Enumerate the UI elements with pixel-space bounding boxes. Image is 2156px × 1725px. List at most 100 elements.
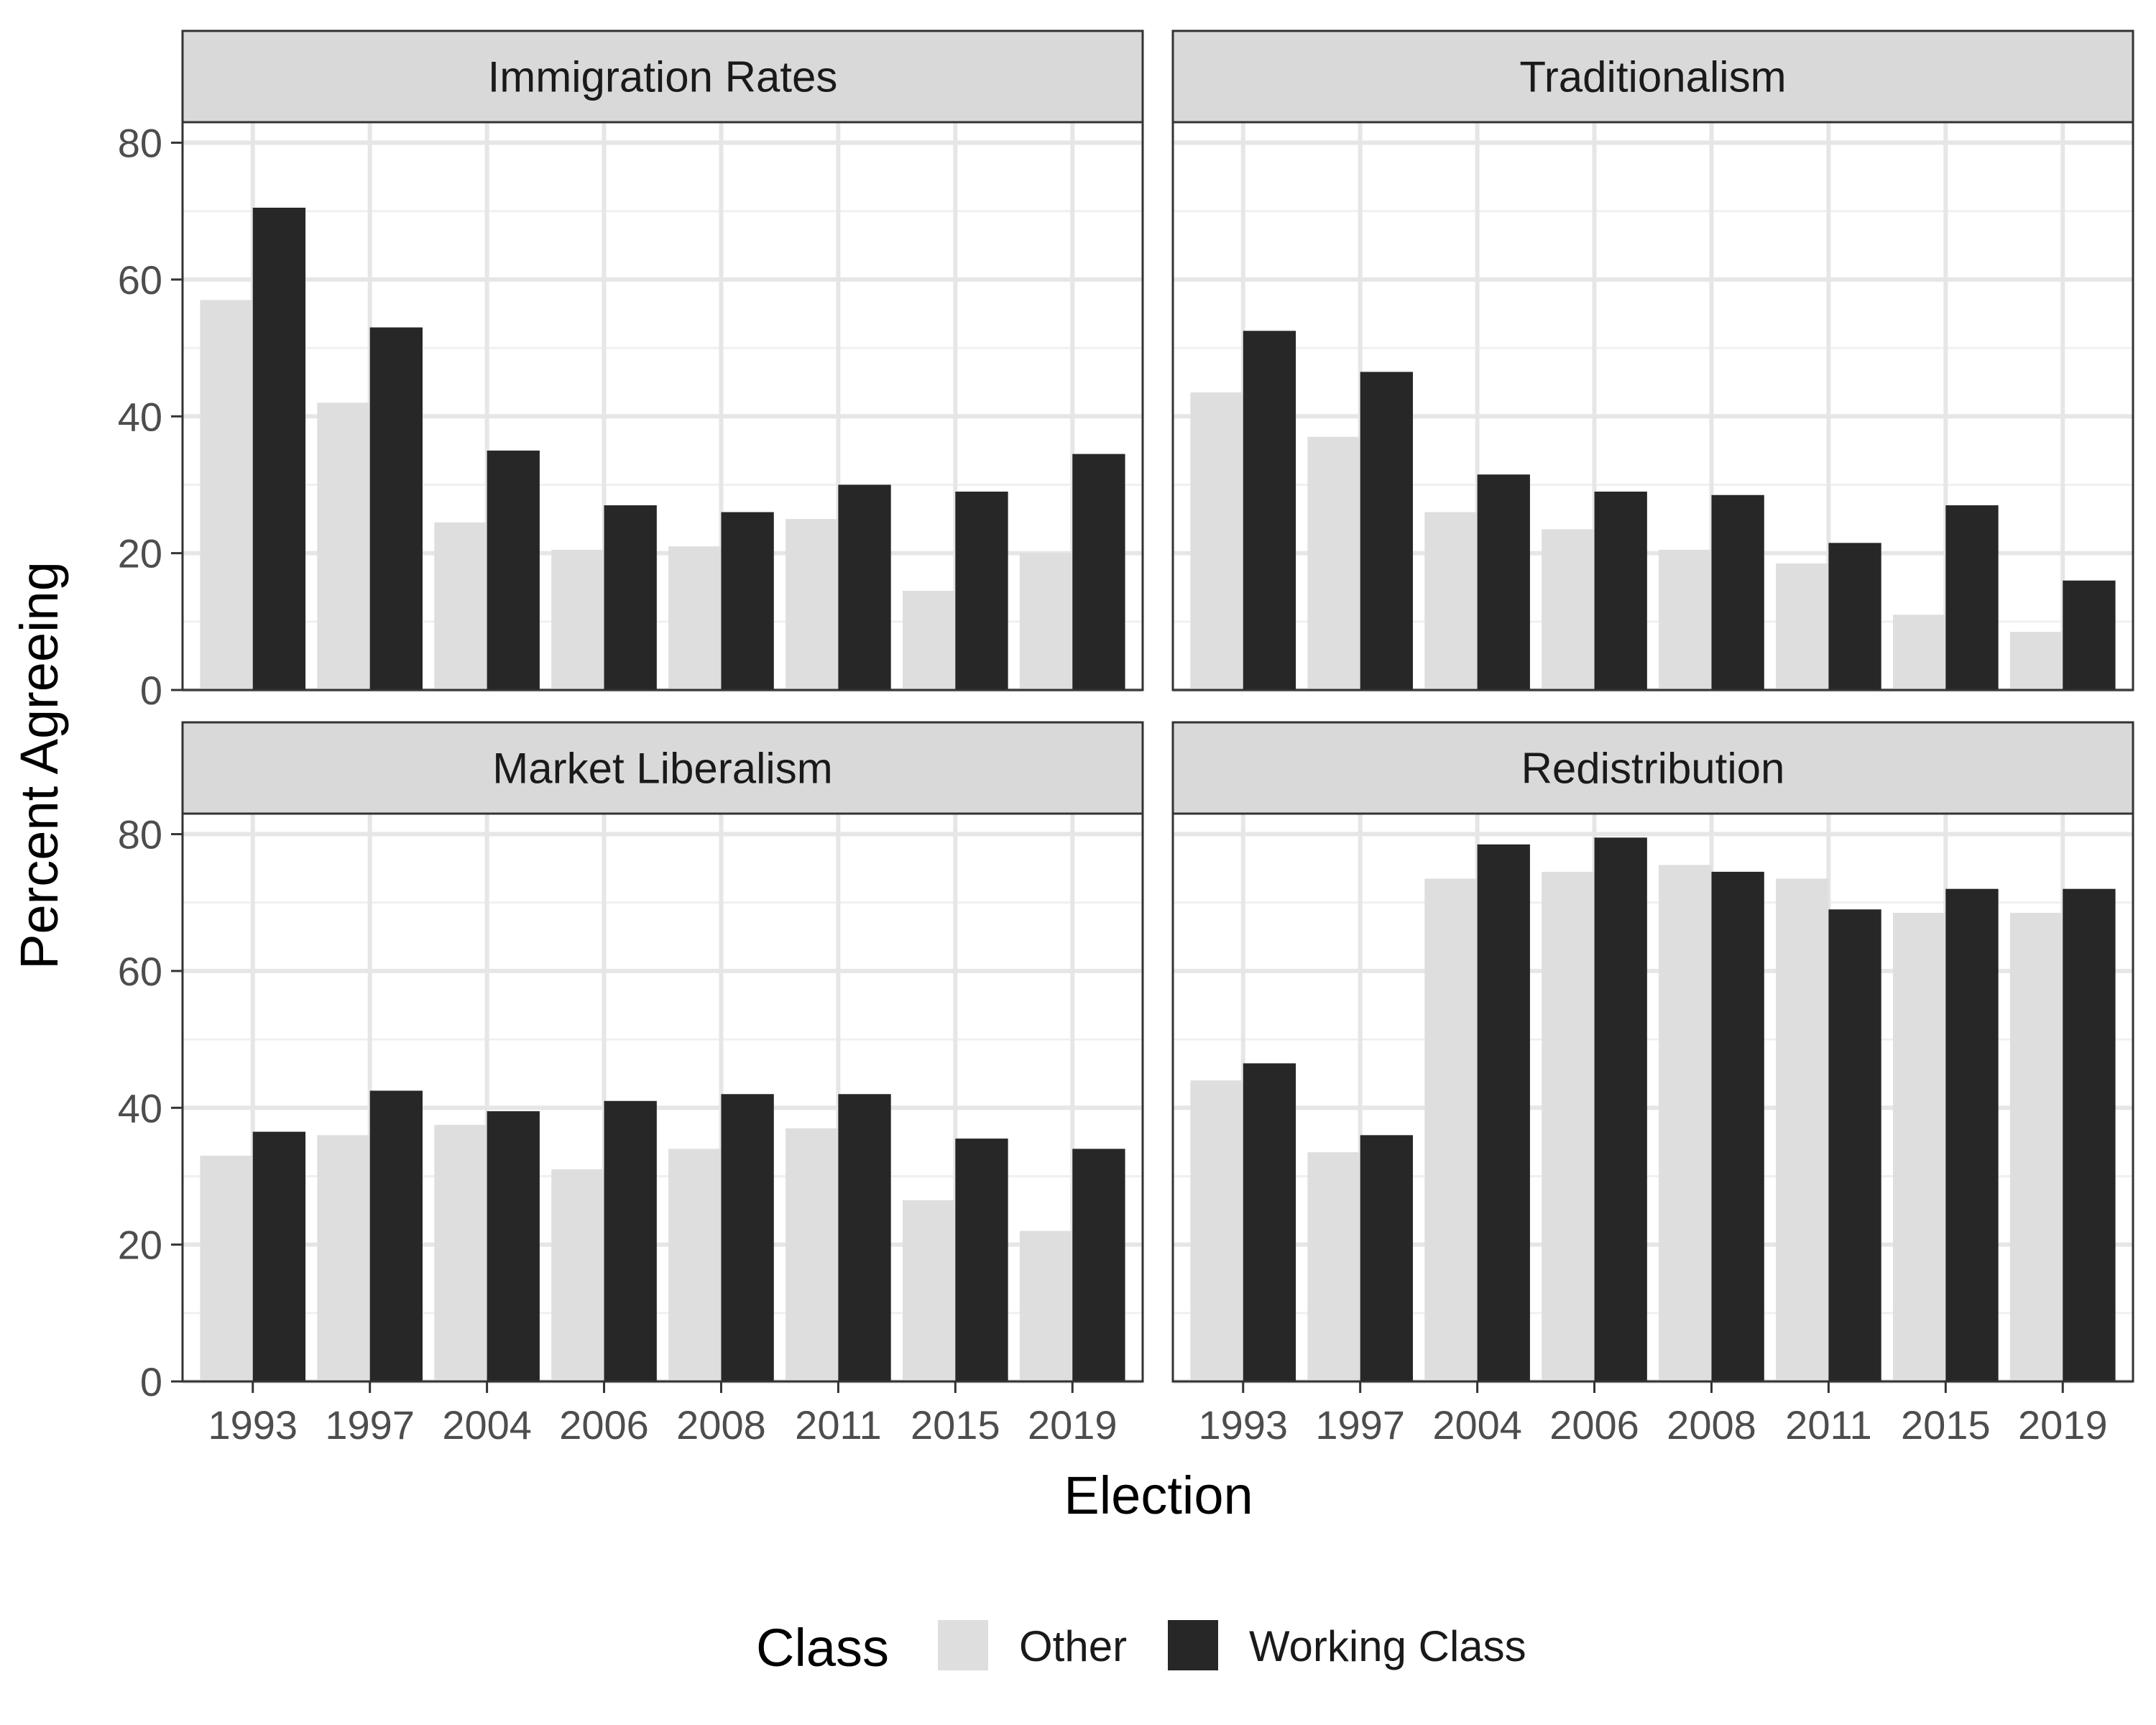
x-axis-title: Election [1064,1466,1253,1525]
bar-other-2008 [1659,549,1712,690]
x-tick-label: 2011 [1785,1402,1871,1448]
bar-working-class-2011 [1828,543,1881,690]
bar-other-2004 [1424,512,1478,690]
y-tick-label: 60 [118,949,162,994]
bar-other-2015 [903,1200,956,1381]
x-tick-label: 2006 [1549,1402,1639,1448]
x-tick-label: 2015 [1901,1402,1991,1448]
panel-3: Redistribution 1993 1997 2004 2006 2008 2011 20… [1171,721,2134,1448]
bar-working-class-2011 [838,1094,891,1381]
x-tick-label: 1997 [1315,1402,1405,1448]
legend-label-other: Other [1019,1622,1127,1670]
x-tick-label: 1993 [208,1402,298,1448]
x-tick-label: 2004 [1432,1402,1522,1448]
y-tick-label: 0 [140,1359,162,1404]
y-tick-label: 80 [118,812,162,857]
bar-other-2011 [786,519,839,690]
bar-working-class-2006 [1594,491,1647,690]
bar-working-class-2019 [1072,1149,1125,1381]
y-tick-label: 60 [118,257,162,303]
strip-label: Market Liberalism [492,745,832,793]
bar-other-2015 [903,590,956,690]
bar-other-2008 [668,1149,722,1381]
x-tick-label: 1997 [325,1402,415,1448]
x-tick-label: 2015 [911,1402,1000,1448]
x-tick-label: 2011 [795,1402,881,1448]
x-tick-label: 2019 [2018,1402,2108,1448]
legend: Class Other Working Class [756,1618,1526,1678]
bar-other-2011 [1776,563,1829,690]
bar-other-2011 [786,1128,839,1381]
y-axis-title: Percent Agreeing [9,561,69,970]
panel-2: Market Liberalism 0 20 40 60 80 1993 1997 2004 20… [118,721,1144,1448]
bar-working-class-1993 [252,1131,306,1381]
bar-other-2006 [551,1169,604,1381]
x-tick-label: 2004 [442,1402,532,1448]
strip-label: Redistribution [1521,745,1785,793]
bar-working-class-2015 [955,1138,1008,1381]
x-tick-label: 2006 [559,1402,649,1448]
bar-other-1993 [200,300,253,691]
bar-working-class-2004 [1477,844,1530,1381]
bar-working-class-2006 [1594,837,1647,1381]
bar-other-2006 [551,549,604,690]
y-tick-label: 40 [118,1085,162,1131]
legend-label-working-class: Working Class [1249,1622,1526,1670]
bar-working-class-1997 [1360,1135,1413,1381]
strip-label: Immigration Rates [488,53,838,101]
legend-swatch-other [938,1620,988,1670]
bar-working-class-2019 [2063,888,2116,1381]
bar-working-class-2015 [1945,888,1999,1381]
bar-working-class-2004 [1477,474,1530,690]
bar-other-2015 [1893,615,1946,690]
bar-working-class-2004 [487,1111,540,1381]
bar-other-2004 [1424,878,1478,1381]
bar-other-2008 [1659,865,1712,1381]
bar-working-class-2008 [1711,871,1764,1381]
legend-swatch-working-class [1168,1620,1218,1670]
bar-other-2019 [2009,632,2063,690]
strip-label: Traditionalism [1519,53,1786,101]
bar-other-2004 [434,522,487,690]
bar-working-class-2006 [604,1100,657,1381]
bar-other-1997 [317,402,370,690]
panels-group: Immigration Rates 0 20 40 60 80 Traditionalism… [118,29,2134,1448]
bar-working-class-2008 [1711,494,1764,690]
bar-working-class-1997 [1360,372,1413,690]
bar-other-2004 [434,1125,487,1381]
bar-other-1997 [317,1135,370,1381]
bar-other-2006 [1542,871,1595,1381]
bar-working-class-2011 [838,484,891,690]
bar-other-1997 [1307,436,1360,690]
bar-other-1993 [200,1155,253,1381]
bar-working-class-1993 [1243,1063,1296,1381]
bar-working-class-2019 [1072,454,1125,690]
bar-other-2019 [1019,553,1073,690]
bar-working-class-1993 [252,207,306,690]
bar-other-2019 [2009,913,2063,1381]
bar-working-class-2019 [2063,580,2116,690]
y-tick-label: 0 [140,668,162,713]
bar-other-1993 [1190,392,1243,690]
x-tick-label: 2019 [1028,1402,1118,1448]
bar-working-class-2004 [487,450,540,690]
bar-working-class-2015 [955,491,1008,690]
strip-background [1171,29,2134,124]
bar-other-1997 [1307,1152,1360,1381]
strip-background [181,29,1144,124]
bar-other-2008 [668,546,722,690]
bar-other-2006 [1542,529,1595,690]
bar-other-2011 [1776,878,1829,1381]
x-tick-label: 2008 [676,1402,766,1448]
bar-working-class-2015 [1945,505,1999,690]
y-tick-label: 20 [118,1223,162,1268]
bar-working-class-2011 [1828,909,1881,1381]
panel-1: Traditionalism [1171,29,2134,692]
panel-0: Immigration Rates 0 20 40 60 80 [118,29,1144,713]
y-tick-label: 20 [118,531,162,576]
y-tick-label: 80 [118,121,162,166]
bar-working-class-1997 [369,1090,423,1381]
y-tick-label: 40 [118,394,162,439]
bar-other-1993 [1190,1080,1243,1381]
